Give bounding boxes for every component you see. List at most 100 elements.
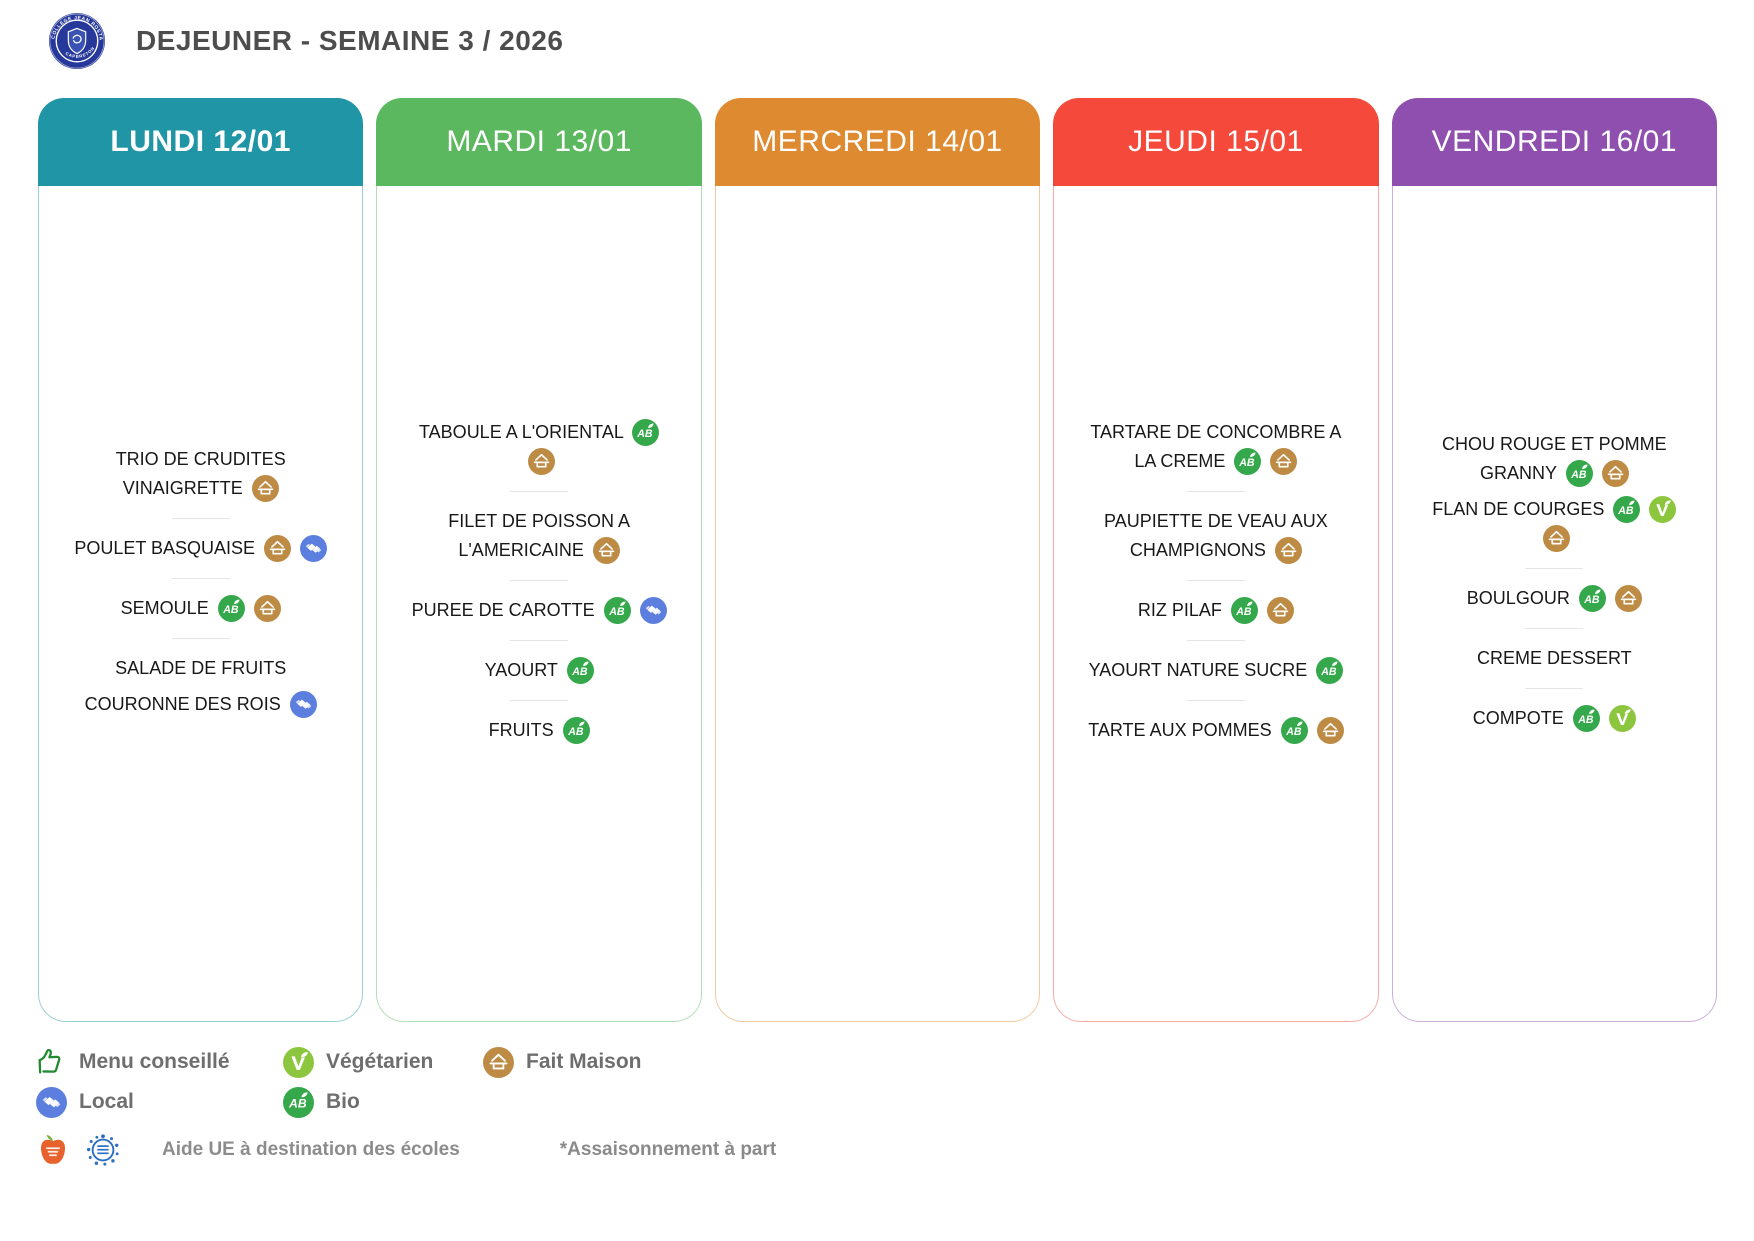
- legend-label: Menu conseillé: [79, 1050, 230, 1073]
- svg-text:AB: AB: [567, 726, 584, 738]
- menu-item: CHOU ROUGE ET POMME GRANNY AB: [1418, 430, 1690, 488]
- menu-item: YAOURT AB: [403, 656, 675, 685]
- svg-text:AB: AB: [571, 666, 588, 678]
- legend-item-vegetarien: Végétarien: [281, 1042, 481, 1082]
- legend-item-fait-maison: Fait Maison: [481, 1042, 776, 1082]
- item-divider: [510, 640, 569, 641]
- day-header-mercredi: MERCREDI 14/01: [714, 98, 1041, 186]
- legend-item-menu-conseille: Menu conseillé: [34, 1042, 281, 1082]
- week-menu-grid: LUNDI 12/01 TRIO DE CRUDITES VINAIGRETTE …: [38, 98, 1718, 1022]
- item-divider: [1525, 568, 1584, 569]
- menu-item-text: TABOULE A L'ORIENTAL: [419, 422, 624, 442]
- menu-item: RIZ PILAF AB: [1080, 596, 1352, 625]
- svg-text:AB: AB: [1577, 714, 1594, 726]
- vegetarien-icon: [1608, 705, 1636, 732]
- svg-text:AB: AB: [1321, 666, 1338, 678]
- menu-item-text: FRUITS: [488, 720, 554, 740]
- menu-item: TRIO DE CRUDITES VINAIGRETTE: [65, 445, 337, 503]
- menu-item-text: BOULGOUR: [1466, 588, 1570, 608]
- menu-item-text: PUREE DE CAROTTE: [411, 600, 595, 620]
- item-divider: [1186, 491, 1245, 492]
- day-column-mercredi: MERCREDI 14/01: [714, 98, 1041, 1022]
- item-divider: [1525, 628, 1584, 629]
- menu-items-vendredi: CHOU ROUGE ET POMME GRANNY AB FLAN DE CO…: [1407, 423, 1702, 740]
- fait-maison-icon: [1274, 537, 1302, 564]
- seasoning-note: *Assaisonnement à part: [559, 1139, 777, 1160]
- bio-icon: AB: [1578, 585, 1606, 612]
- menu-items-jeudi: TARTARE DE CONCOMBRE A LA CREME AB PAUPI…: [1068, 411, 1363, 752]
- menu-item: YAOURT NATURE SUCRE AB: [1080, 656, 1352, 685]
- bio-icon: AB: [566, 657, 594, 684]
- fait-maison-icon: [527, 448, 555, 475]
- fait-maison-icon: [1542, 525, 1570, 552]
- bio-icon: AB: [1234, 448, 1262, 475]
- svg-text:AB: AB: [1618, 505, 1635, 517]
- fait-maison-icon: [592, 537, 620, 564]
- menu-item-text: FILET DE POISSON A L'AMERICAINE: [448, 511, 630, 560]
- menu-item: PUREE DE CAROTTE AB: [403, 596, 675, 625]
- day-column-jeudi: JEUDI 15/01 TARTARE DE CONCOMBRE A LA CRE…: [1053, 98, 1379, 1022]
- day-header-vendredi: VENDREDI 16/01: [1391, 98, 1718, 186]
- fait-maison-icon: [1614, 585, 1642, 612]
- local-icon: [34, 1085, 68, 1119]
- local-icon: [639, 597, 667, 624]
- local-icon: [289, 690, 317, 718]
- menu-item-text: POULET BASQUAISE: [74, 537, 256, 558]
- svg-text:AB: AB: [1285, 726, 1302, 738]
- svg-text:AB: AB: [1583, 594, 1600, 606]
- menu-items-mardi: TABOULE A L'ORIENTAL AB FILET DE POISSON…: [391, 411, 686, 752]
- menu-item: FILET DE POISSON A L'AMERICAINE: [403, 507, 675, 565]
- menu-item: TARTARE DE CONCOMBRE A LA CREME AB: [1080, 418, 1352, 476]
- fait-maison-icon: [264, 534, 292, 562]
- menu-item: POULET BASQUAISE: [65, 534, 337, 563]
- menu-item-text: RIZ PILAF: [1137, 600, 1222, 620]
- day-header-mardi: MARDI 13/01: [376, 98, 702, 186]
- item-divider: [510, 700, 569, 701]
- bio-icon: AB: [603, 597, 631, 624]
- menu-item: COURONNE DES ROIS: [65, 690, 337, 719]
- svg-text:AB: AB: [222, 603, 239, 615]
- menu-item-text: YAOURT NATURE SUCRE: [1088, 660, 1308, 680]
- menu-item-text: COMPOTE: [1472, 708, 1564, 728]
- menu-item: TARTE AUX POMMES AB: [1080, 716, 1352, 745]
- bio-icon: AB: [1280, 717, 1308, 744]
- item-divider: [171, 637, 230, 639]
- day-body-mardi: TABOULE A L'ORIENTAL AB FILET DE POISSON…: [376, 186, 702, 1022]
- menu-item-text: YAOURT: [484, 660, 558, 680]
- fait-maison-icon: [1601, 460, 1629, 487]
- bio-icon: AB: [562, 717, 590, 744]
- menu-item-text: FLAN DE COURGES: [1432, 499, 1605, 519]
- menu-conseille-icon: [34, 1045, 68, 1079]
- legend-label: Végétarien: [326, 1050, 434, 1073]
- fruit-scheme-logo-icon: [34, 1131, 72, 1169]
- college-logo: COLLEGE JEAN ROSTAND CAPBRETON: [48, 12, 106, 70]
- fait-maison-icon: [251, 474, 279, 502]
- menu-items-lundi: TRIO DE CRUDITES VINAIGRETTE POULET BASQ…: [53, 438, 348, 726]
- svg-text:AB: AB: [1239, 457, 1256, 469]
- item-divider: [1186, 640, 1245, 641]
- menu-item: FRUITS AB: [403, 716, 675, 745]
- menu-item-text: TARTARE DE CONCOMBRE A LA CREME: [1090, 422, 1342, 471]
- item-divider: [510, 491, 569, 492]
- menu-item-text: SEMOULE: [120, 597, 209, 618]
- item-divider: [171, 577, 230, 579]
- legend-footer: Aide UE à destination des écoles *Assais…: [34, 1130, 776, 1170]
- day-header-lundi: LUNDI 12/01: [38, 98, 364, 186]
- menu-item-text: TRIO DE CRUDITES VINAIGRETTE: [115, 448, 286, 498]
- item-divider: [171, 517, 230, 519]
- fait-maison-icon: [1270, 448, 1298, 475]
- svg-text:AB: AB: [1235, 606, 1252, 618]
- bio-icon: AB: [1613, 496, 1641, 523]
- page-header: COLLEGE JEAN ROSTAND CAPBRETON DEJEUNER …: [48, 12, 563, 70]
- fait-maison-icon: [1316, 717, 1344, 744]
- menu-item-text: CREME DESSERT: [1476, 648, 1632, 668]
- menu-item: SALADE DE FRUITS: [65, 654, 337, 683]
- bio-icon: AB: [1572, 705, 1600, 732]
- menu-item-text: TARTE AUX POMMES: [1088, 720, 1272, 740]
- legend-item-local: Local: [34, 1082, 281, 1122]
- day-column-vendredi: VENDREDI 16/01 CHOU ROUGE ET POMME GRANNY…: [1391, 98, 1718, 1022]
- local-icon: [300, 534, 328, 562]
- bio-icon: AB: [281, 1085, 315, 1119]
- day-column-lundi: LUNDI 12/01 TRIO DE CRUDITES VINAIGRETTE …: [38, 98, 364, 1022]
- menu-item: TABOULE A L'ORIENTAL AB: [403, 418, 675, 476]
